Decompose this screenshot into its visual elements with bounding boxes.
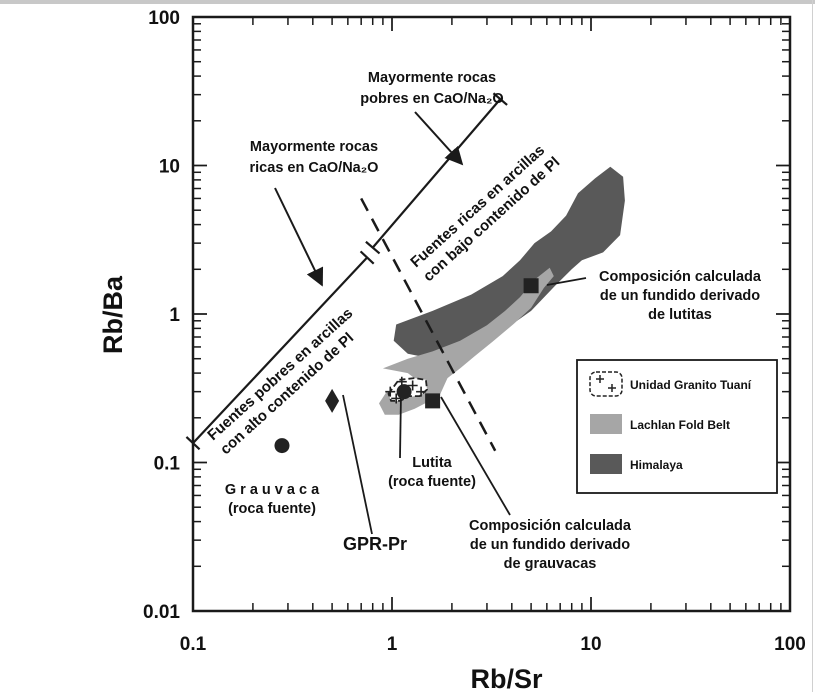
y-tick-label: 10 xyxy=(159,157,180,178)
tuani-cross-1 xyxy=(385,386,396,397)
annotation-mayormente-pobres-line-1: Mayormente rocas xyxy=(368,70,496,86)
legend-label-himalaya: Himalaya xyxy=(630,458,683,472)
leader-lutita-roca-fuente xyxy=(399,392,402,459)
x-axis-label: Rb/Sr xyxy=(470,664,543,692)
label-lutita-roca-fuente-line-1: Lutita xyxy=(412,455,452,471)
label-lutita-roca-fuente-line-2: (roca fuente) xyxy=(388,474,476,490)
annotation-mayormente-pobres-line-2: pobres en CaO/Na₂O xyxy=(360,91,503,107)
x-tick-label: 1 xyxy=(387,634,398,655)
zone-fuentes-pobres-line-1: Fuentes pobres en arcillas xyxy=(204,305,356,444)
label-gpr-pr-line-1: GPR-Pr xyxy=(343,534,407,554)
y-tick-label: 0.1 xyxy=(154,454,181,475)
boundary-lower-line xyxy=(192,256,368,444)
point-grauvaca-roca-fuente xyxy=(274,438,290,454)
y-tick-label: 1 xyxy=(169,305,180,326)
label-composicion-calculada-de-un-fundido-derivado-de-lutitas-line-3: de lutitas xyxy=(648,307,712,323)
boundary-endbar-1 xyxy=(365,240,381,255)
legend: Unidad Granito Tuaní Lachlan Fold Belt Him… xyxy=(576,359,778,494)
boundary-endbar-2 xyxy=(492,92,508,106)
field-himalaya xyxy=(393,166,625,359)
legend-label-lachlan-fold-belt: Lachlan Fold Belt xyxy=(630,418,730,432)
right-border xyxy=(812,0,813,692)
label-composicion-calculada-de-un-fundido-derivado-de-grauvacas-line-1: Composición calculada xyxy=(469,518,632,534)
legend-swatch-himalaya xyxy=(590,454,622,474)
point-composicion-calculada-de-un-fundido-derivado-de-lutitas xyxy=(523,278,539,294)
y-axis-label: Rb/Ba xyxy=(98,275,128,354)
point-lutita-roca-fuente xyxy=(396,384,412,400)
legend-swatch-unidad-granito-tuani xyxy=(589,371,623,397)
legend-crosses xyxy=(596,375,616,392)
legend-label-unidad-granito-tuani: Unidad Granito Tuaní xyxy=(630,378,752,392)
label-grauvaca-roca-fuente-line-1: G r a u v a c a xyxy=(225,482,320,498)
arrow-mayormente-ricas xyxy=(274,187,324,287)
zone-fuentes-ricas-line-1: Fuentes ricas en arcillas xyxy=(407,142,548,271)
tuani-cross-5 xyxy=(391,393,402,404)
leader-composicion-calculada-de-un-fundido-derivado-de-grauvacas xyxy=(440,396,511,516)
leader-composicion-calculada-de-un-fundido-derivado-de-lutitas xyxy=(546,277,587,286)
label-composicion-calculada-de-un-fundido-derivado-de-lutitas-line-1: Composición calculada xyxy=(599,269,762,285)
y-tick-label: 100 xyxy=(148,8,180,29)
leader-gpr-pr xyxy=(342,394,373,535)
tuani-cross-3 xyxy=(407,380,418,391)
field-lachlan-fold-belt xyxy=(379,267,554,415)
annotation-mayormente-ricas-line-2: ricas en CaO/Na₂O xyxy=(250,160,379,176)
top-border xyxy=(0,0,815,4)
label-grauvaca-roca-fuente-line-2: (roca fuente) xyxy=(228,501,316,517)
boundary-dashed-divider xyxy=(360,197,497,452)
tuani-cross-4 xyxy=(416,386,427,397)
point-gpr-pr xyxy=(325,388,340,413)
point-composicion-calculada-de-un-fundido-derivado-de-grauvacas xyxy=(425,393,441,409)
x-tick-label: 10 xyxy=(580,634,601,655)
label-composicion-calculada-de-un-fundido-derivado-de-lutitas-line-2: de un fundido derivado xyxy=(600,288,760,304)
arrow-mayormente-pobres xyxy=(414,111,464,166)
x-tick-label: 100 xyxy=(774,634,806,655)
boundary-upper-line xyxy=(371,98,502,249)
label-composicion-calculada-de-un-fundido-derivado-de-grauvacas-line-2: de un fundido derivado xyxy=(470,537,630,553)
x-tick-label: 0.1 xyxy=(180,634,207,655)
boundary-endbar-1 xyxy=(185,436,201,451)
label-composicion-calculada-de-un-fundido-derivado-de-grauvacas-line-3: de grauvacas xyxy=(504,556,597,572)
annotation-mayormente-ricas-line-1: Mayormente rocas xyxy=(250,139,378,155)
legend-swatch-lachlan-fold-belt xyxy=(590,414,622,434)
boundary-endbar-2 xyxy=(359,250,375,265)
y-tick-label: 0.01 xyxy=(143,602,180,623)
